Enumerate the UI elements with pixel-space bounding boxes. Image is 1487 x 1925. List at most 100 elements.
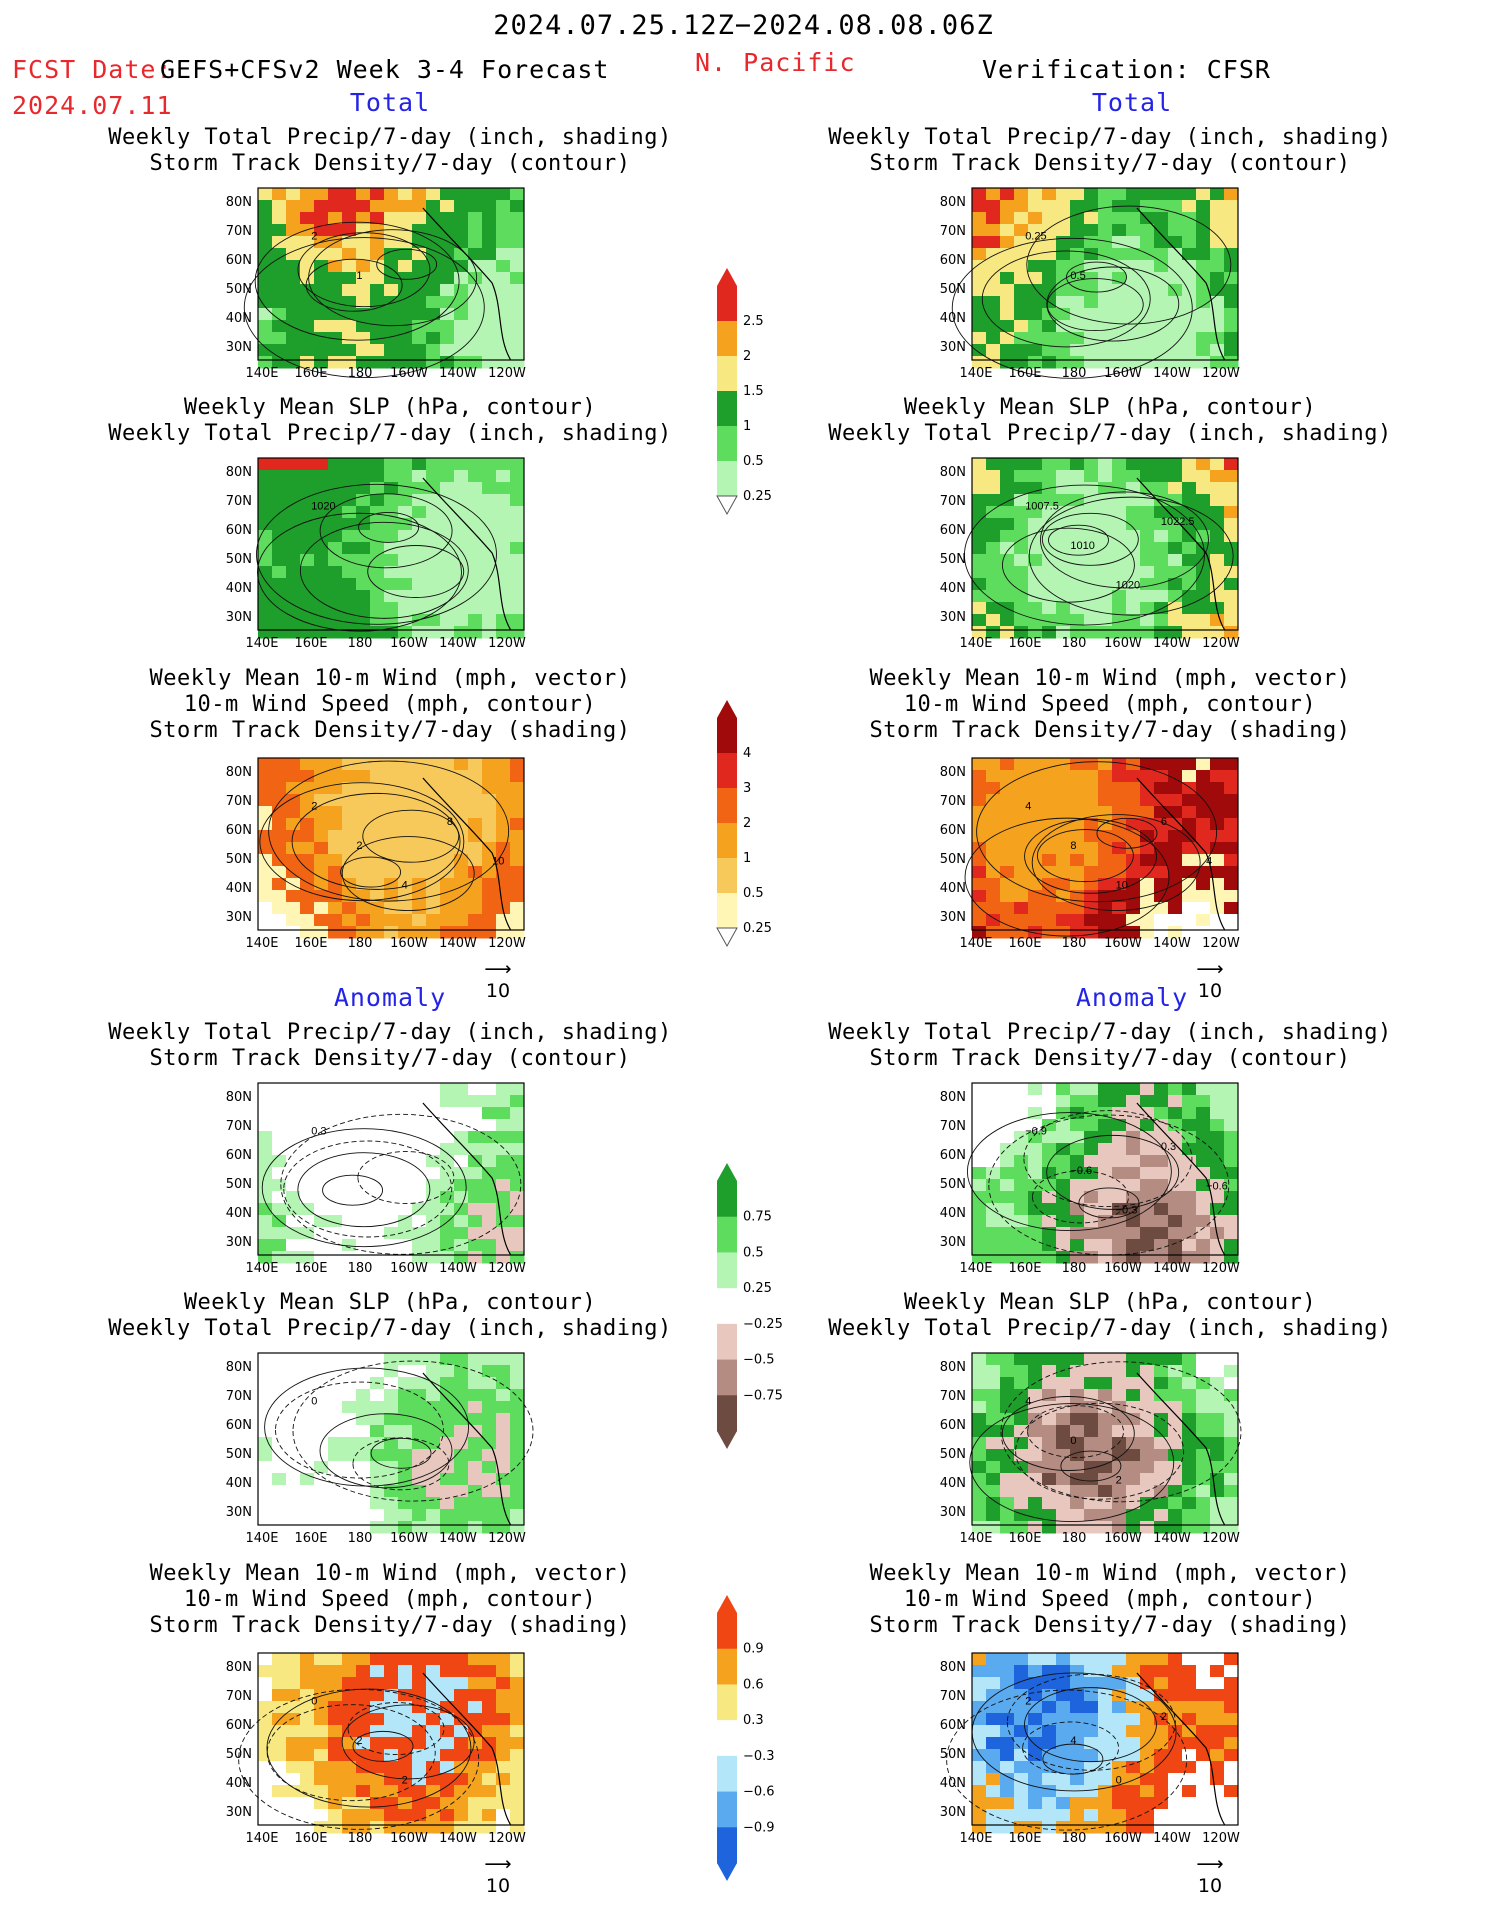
lon-tick-label: 160E (1008, 1531, 1041, 1546)
section-total-left: Total (349, 88, 431, 117)
colorbar-swatch (717, 356, 737, 392)
section-total-right: Total (1091, 88, 1173, 117)
colorbar-swatch (717, 1791, 737, 1828)
map-panel-r6: 2 4 0 2 80N 70N 60N 50N 40N 30N 140E 160E 180 160W 140… (912, 1651, 1258, 1857)
colorbar-label: 2 (743, 349, 751, 364)
lat-tick-label: 70N (940, 494, 966, 509)
lat-tick-label: 50N (226, 1447, 252, 1462)
colorbar-swatch (717, 321, 737, 357)
lon-tick-label: 180 (1062, 366, 1087, 381)
lon-tick-label: 180 (1062, 1261, 1087, 1276)
panel-title-l6-line1: Weekly Mean 10-m Wind (mph, vector) (149, 1561, 631, 1586)
colorbar-label: 1.5 (743, 384, 764, 399)
lon-tick-label: 160E (294, 1261, 327, 1276)
map-panel-l4: 0.3 80N 70N 60N 50N 40N 30N 140E 160E 180 160W 140W… (198, 1081, 544, 1287)
vector-ref-right-anomaly: ⟶ 10 (1190, 1853, 1230, 1897)
panel-title-l3-line1: Weekly Mean 10-m Wind (mph, vector) (149, 666, 631, 691)
lat-tick-label: 70N (226, 1119, 252, 1134)
lat-tick-label: 60N (940, 253, 966, 268)
lat-tick-label: 30N (940, 910, 966, 925)
colorbar-swatch (717, 1720, 737, 1757)
panel-title-l1-line1: Weekly Total Precip/7-day (inch, shading… (108, 125, 672, 150)
contour-label: 0 (1116, 1775, 1122, 1787)
panel-title-r1-line1: Weekly Total Precip/7-day (inch, shading… (828, 125, 1392, 150)
contour-label: 8 (447, 816, 453, 828)
lon-tick-label: 180 (348, 1261, 373, 1276)
vector-ref-label: 10 (485, 1875, 511, 1897)
lat-tick-label: 60N (226, 1418, 252, 1433)
contour-label: 2 (356, 1735, 362, 1747)
lon-tick-label: 180 (1062, 1831, 1087, 1846)
lat-tick-label: 50N (940, 1177, 966, 1192)
lat-tick-label: 50N (940, 282, 966, 297)
lon-tick-label: 160W (390, 636, 428, 651)
panel-title-l5-line1: Weekly Mean SLP (hPa, contour) (183, 1290, 597, 1315)
lat-tick-label: 70N (940, 1119, 966, 1134)
lon-tick-label: 180 (1062, 936, 1087, 951)
colorbar-label: −0.25 (743, 1317, 783, 1332)
arrow-right-icon: ⟶ (1196, 958, 1224, 980)
lon-tick-label: 120W (488, 636, 526, 651)
contour-label: 2 (356, 840, 362, 852)
colorbar-top-arrow (717, 700, 737, 718)
colorbar-precip_total: 2.5 2 1.5 1 0.5 0.25 (716, 268, 772, 516)
colorbar-swatch (717, 718, 737, 754)
colorbar-label: −0.5 (743, 1353, 775, 1368)
lat-tick-label: 40N (226, 581, 252, 596)
contour-label: 0.3 (311, 1126, 326, 1138)
lat-tick-label: 70N (940, 1689, 966, 1704)
lon-tick-label: 160W (390, 1261, 428, 1276)
lat-tick-label: 70N (940, 794, 966, 809)
colorbar-swatch (717, 1181, 737, 1218)
colorbar-label: 0.25 (743, 1281, 772, 1296)
colorbar-label: 0.75 (743, 1210, 772, 1225)
colorbar-storm_anom: 0.9 0.6 0.3 −0.3 −0.6 −0.9 (717, 1595, 775, 1881)
verification-label: Verification: CFSR (982, 55, 1271, 84)
panel-title-r2-line2: Weekly Total Precip/7-day (inch, shading… (828, 421, 1392, 446)
lon-tick-label: 160E (294, 936, 327, 951)
map-r3: 4 8 10 6 4 80N 70N 60N 50N 40N 30N 140E 160E 180 160W 1… (940, 757, 1240, 951)
lon-tick-label: 120W (1202, 366, 1240, 381)
contour-label: 1020 (1116, 580, 1140, 592)
map-l6: 0 2 2 80N 70N 60N 50N 40N 30N 140E 160E 180 160W 140W… (226, 1652, 526, 1846)
vector-ref-left-anomaly: ⟶ 10 (478, 1853, 518, 1897)
contour-label: 0.5 (1070, 270, 1085, 282)
lat-tick-label: 80N (940, 465, 966, 480)
lon-tick-label: 180 (1062, 1531, 1087, 1546)
lon-tick-label: 160W (1104, 1831, 1142, 1846)
lon-tick-label: 140E (245, 366, 278, 381)
map-r1: 0.25 0.5 80N 70N 60N 50N 40N 30N 140E 160E 180 160W… (940, 187, 1240, 381)
arrow-right-icon: ⟶ (484, 958, 512, 980)
contour-label: 8 (1070, 840, 1076, 852)
panel-title-r3-line3: Storm Track Density/7-day (shading) (869, 718, 1351, 743)
lat-tick-label: 40N (940, 1476, 966, 1491)
colorbar-label: 0.5 (743, 1245, 764, 1260)
lon-tick-label: 120W (1202, 1531, 1240, 1546)
vector-ref-left-total: ⟶ 10 (478, 958, 518, 1002)
contour-label: −0.6 (1206, 1181, 1228, 1193)
contour-label: −0.3 (1116, 1205, 1138, 1217)
lat-tick-label: 60N (226, 253, 252, 268)
colorbar-swatch (717, 788, 737, 824)
contour-label: 1020 (311, 501, 335, 513)
lon-tick-label: 140W (1153, 1531, 1191, 1546)
lat-tick-label: 30N (940, 1235, 966, 1250)
lat-tick-label: 70N (226, 1389, 252, 1404)
panel-title-r1-line2: Storm Track Density/7-day (contour) (869, 151, 1351, 176)
contour-label: 10 (492, 856, 504, 868)
lon-tick-label: 140E (959, 1531, 992, 1546)
lon-tick-label: 140E (245, 636, 278, 651)
lon-tick-label: 120W (488, 1531, 526, 1546)
map-r2: 1007.5 1010 1020 1022.5 80N 70N 60N 50N 40N 30N 14… (940, 457, 1240, 651)
colorbar-swatch (717, 858, 737, 894)
lat-tick-label: 40N (940, 311, 966, 326)
map-l5: 0 80N 70N 60N 50N 40N 30N 140E 160E 180 160W 140W 12… (226, 1352, 534, 1546)
model-title: GEFS+CFSv2 Week 3-4 Forecast (160, 55, 610, 84)
lat-tick-label: 70N (940, 224, 966, 239)
panel-title-l6-line2: 10-m Wind Speed (mph, contour) (183, 1587, 597, 1612)
lon-tick-label: 160E (1008, 936, 1041, 951)
lat-tick-label: 80N (940, 1360, 966, 1375)
colorbar-label: 0.6 (743, 1677, 764, 1692)
map-panel-l6: 0 2 2 80N 70N 60N 50N 40N 30N 140E 160E 180 160W 140W… (198, 1651, 544, 1857)
colorbar-label: 2.5 (743, 314, 764, 329)
